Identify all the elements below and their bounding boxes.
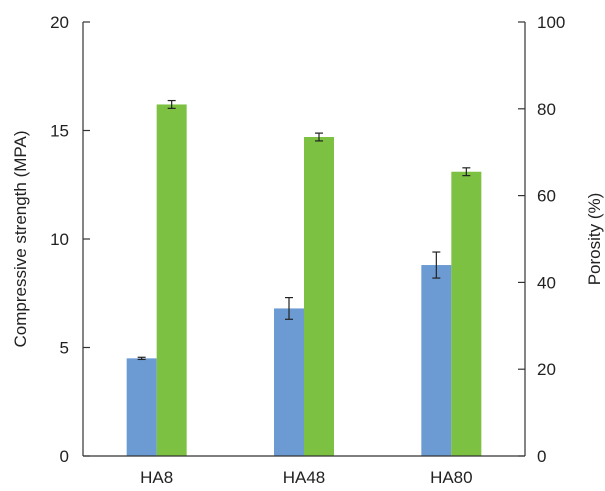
category-label: HA80 — [430, 468, 473, 487]
y-axis-title: Compressive strength (MPA) — [11, 131, 30, 348]
error-bars-group — [137, 99, 471, 361]
right-ticks-group: 0 20 40 60 80 100 — [518, 13, 565, 466]
left-tick-label: 5 — [60, 339, 69, 358]
category-label: HA8 — [140, 468, 173, 487]
right-tick-label: 60 — [537, 187, 556, 206]
bars-group — [126, 104, 482, 457]
bar-porosity — [304, 137, 334, 456]
right-tick-label: 80 — [537, 100, 556, 119]
right-tick-label: 0 — [537, 447, 546, 466]
left-ticks-group: 0 5 10 15 20 — [50, 13, 90, 466]
left-tick-label: 0 — [60, 447, 69, 466]
bar-porosity — [451, 171, 482, 457]
bar-strength — [274, 308, 304, 456]
category-label: HA48 — [283, 468, 326, 487]
left-tick-label: 15 — [50, 122, 69, 141]
right-tick-label: 100 — [537, 13, 565, 32]
right-tick-label: 20 — [537, 360, 556, 379]
bar-porosity — [156, 104, 187, 457]
bar-strength — [126, 358, 157, 456]
left-tick-label: 20 — [50, 13, 69, 32]
right-tick-label: 40 — [537, 273, 556, 292]
bar-strength — [421, 265, 452, 456]
x-labels-group: HA8 HA48 HA80 — [140, 468, 472, 487]
y2-axis-title: Porosity (%) — [585, 193, 604, 286]
left-tick-label: 10 — [50, 230, 69, 249]
